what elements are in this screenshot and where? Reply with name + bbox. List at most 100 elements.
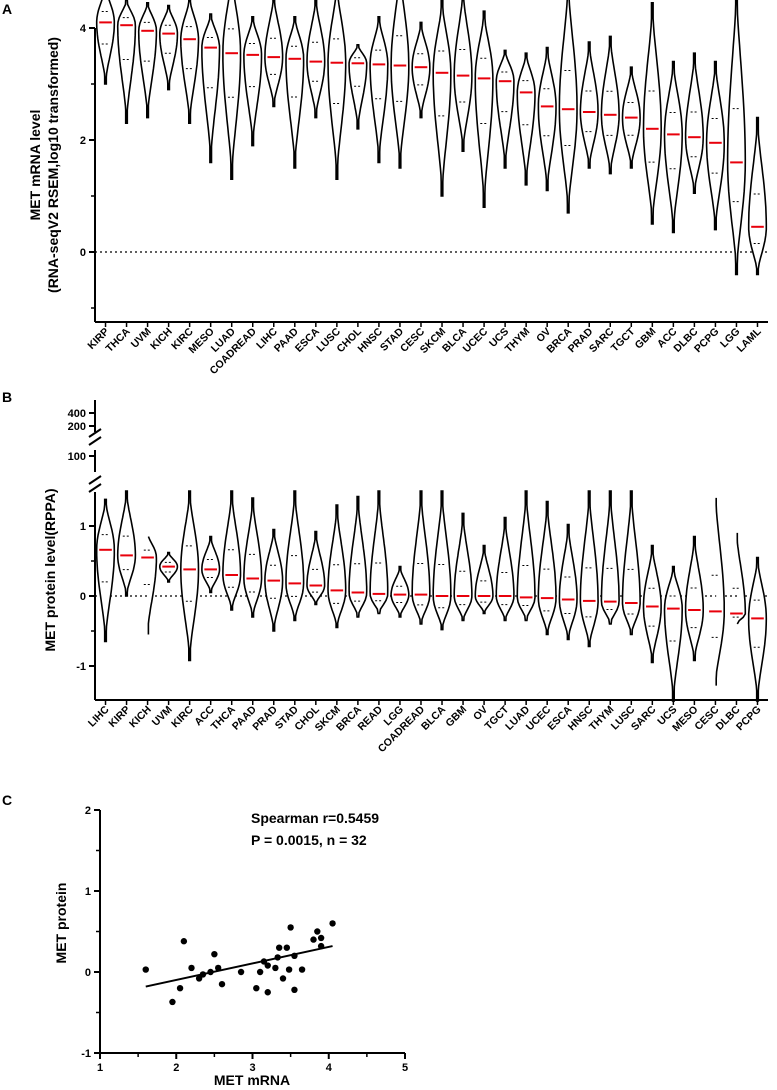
panel-b-violin xyxy=(327,504,347,629)
panel-b-violin xyxy=(348,495,368,618)
panel-b-ylabel: MET protein level(RPPA) xyxy=(42,488,58,651)
panel-c-x-tick-label: 1 xyxy=(97,1062,103,1074)
panel-c-data-point xyxy=(142,966,149,973)
panel-c-data-point xyxy=(264,962,271,969)
panel-c-data-point xyxy=(214,964,222,972)
panel-c-y-tick-label: 2 xyxy=(85,805,91,817)
panel-c-ylabel: MET protein xyxy=(53,883,69,964)
panel-c-data-point xyxy=(287,924,294,931)
panel-b-axis-break xyxy=(88,428,102,438)
panel-b-y-tick-label: 400 xyxy=(68,408,86,420)
panel-b-category-label: READ xyxy=(356,703,386,733)
panel-b-category-label: BLCA xyxy=(419,703,448,732)
panel-b-y-tick-label: 1 xyxy=(80,521,86,533)
panel-b-violin xyxy=(642,544,662,664)
panel-c-data-point xyxy=(274,954,281,961)
panel-b-violin xyxy=(474,544,494,615)
panel-b-y-tick-label: 0 xyxy=(80,591,86,603)
panel-a-violin xyxy=(558,0,578,214)
panel-a-violin xyxy=(201,13,221,164)
panel-a-violin xyxy=(285,16,305,169)
panel-c-data-point xyxy=(264,989,271,996)
panel-a-plot-area: 0246KIRPTHCAUVMKICHKIRCMESOLUADCOADREADL… xyxy=(80,0,768,377)
panel-b-violin xyxy=(600,490,620,625)
panel-b-violin xyxy=(495,516,515,622)
panel-letter-a: A xyxy=(2,1,12,17)
panel-a-violin xyxy=(537,46,557,192)
panel-c-y-tick-label: 0 xyxy=(85,967,91,979)
panel-a-violin xyxy=(663,60,684,234)
panel-b-axis-break xyxy=(88,475,102,485)
panel-c-data-point xyxy=(317,934,325,942)
panel-a-category-label: UCEC xyxy=(461,325,491,355)
panel-c-x-tick-label: 2 xyxy=(173,1062,179,1074)
panel-a-violin xyxy=(516,52,536,186)
panel-a-category-label: KICH xyxy=(148,326,175,353)
panel-c-pvalue-annotation: P = 0.0015, n = 32 xyxy=(251,832,367,848)
panel-a-violin xyxy=(327,0,347,180)
panel-c-data-point xyxy=(256,968,264,976)
panel-a-category-label: THYM xyxy=(503,325,533,355)
panel-c-data-point xyxy=(272,964,279,972)
panel-c-data-point xyxy=(218,980,226,988)
panel-b-violin xyxy=(147,536,158,635)
panel-c-x-tick-label: 4 xyxy=(326,1062,333,1074)
panel-b-y-tick-label: 200 xyxy=(68,421,86,433)
panel-c-data-point xyxy=(169,998,176,1006)
panel-a-violin xyxy=(705,60,725,231)
panel-c-y-tick-label: -1 xyxy=(81,1048,91,1060)
panel-c-data-point xyxy=(199,971,207,978)
panel-a-violin xyxy=(95,0,116,85)
panel-b-y-tick-label: 100 xyxy=(68,451,86,463)
panel-c-data-point xyxy=(283,944,291,951)
panel-c-data-point xyxy=(195,975,203,982)
panel-a-violin xyxy=(348,44,368,130)
panel-a-violin xyxy=(116,0,137,124)
panel-c-data-point xyxy=(260,958,268,965)
panel-b-y-tick-label: -1 xyxy=(76,661,86,673)
panel-c-data-point xyxy=(207,968,214,976)
panel-b-violin xyxy=(116,490,137,597)
panel-a-violin xyxy=(726,0,747,276)
panel-c-data-point xyxy=(211,950,218,958)
panel-b-violin xyxy=(663,565,684,702)
panel-c-y-tick-label: 1 xyxy=(85,886,91,898)
panel-a-violin xyxy=(495,49,515,169)
panel-a-violin xyxy=(411,21,431,119)
panel-c-data-point xyxy=(180,938,188,945)
panel-b-violin xyxy=(432,490,452,631)
panel-b-violin xyxy=(747,556,768,702)
panel-b-violin xyxy=(306,530,326,606)
panel-b-violin xyxy=(179,490,200,662)
panel-a-violin-chart: MET mRNA level (RNA-seqV2 RSEM,log10 tra… xyxy=(27,0,768,377)
panel-c-data-point xyxy=(317,942,325,950)
panel-c-xlabel: MET mRNA xyxy=(214,1072,290,1088)
panel-a-violin xyxy=(747,116,768,276)
panel-a-violin xyxy=(222,0,242,180)
panel-b-violin xyxy=(201,535,221,594)
panel-b-violin xyxy=(537,500,557,636)
panel-b-violin xyxy=(222,490,242,611)
panel-c-plot-area: -1 0 1 2 1 2 3 4 5 xyxy=(81,805,408,1074)
panel-c-data-point xyxy=(176,985,184,992)
panel-a-ylabel-line1: MET mRNA level xyxy=(27,110,43,221)
panel-b-category-label: KIRC xyxy=(169,703,196,730)
panel-b-category-label: PRAD xyxy=(250,703,280,733)
panel-a-y-tick-label: 2 xyxy=(80,135,86,147)
panel-a-violin xyxy=(432,0,452,197)
panel-c-data-point xyxy=(314,928,321,935)
panel-a-violin xyxy=(180,0,200,124)
panel-b-violin-chart: MET protein level(RPPA) -1 0 1 LIHCKIRPKICH… xyxy=(42,400,768,755)
panel-b-category-label: KICH xyxy=(127,704,154,731)
panel-b-violin xyxy=(736,532,747,625)
panel-c-data-point xyxy=(310,936,317,943)
panel-b-violin xyxy=(411,490,431,625)
panel-c-scatter-chart: MET protein MET mRNA Spearman r=0.5459 P… xyxy=(53,805,408,1088)
panel-b-violin xyxy=(558,523,578,641)
panel-c-data-point xyxy=(291,952,298,959)
panel-c-spearman-annotation: Spearman r=0.5459 xyxy=(251,810,379,826)
panel-a-violin xyxy=(684,52,704,194)
panel-b-violin xyxy=(390,565,410,618)
panel-b-category-label: SARC xyxy=(629,703,659,733)
